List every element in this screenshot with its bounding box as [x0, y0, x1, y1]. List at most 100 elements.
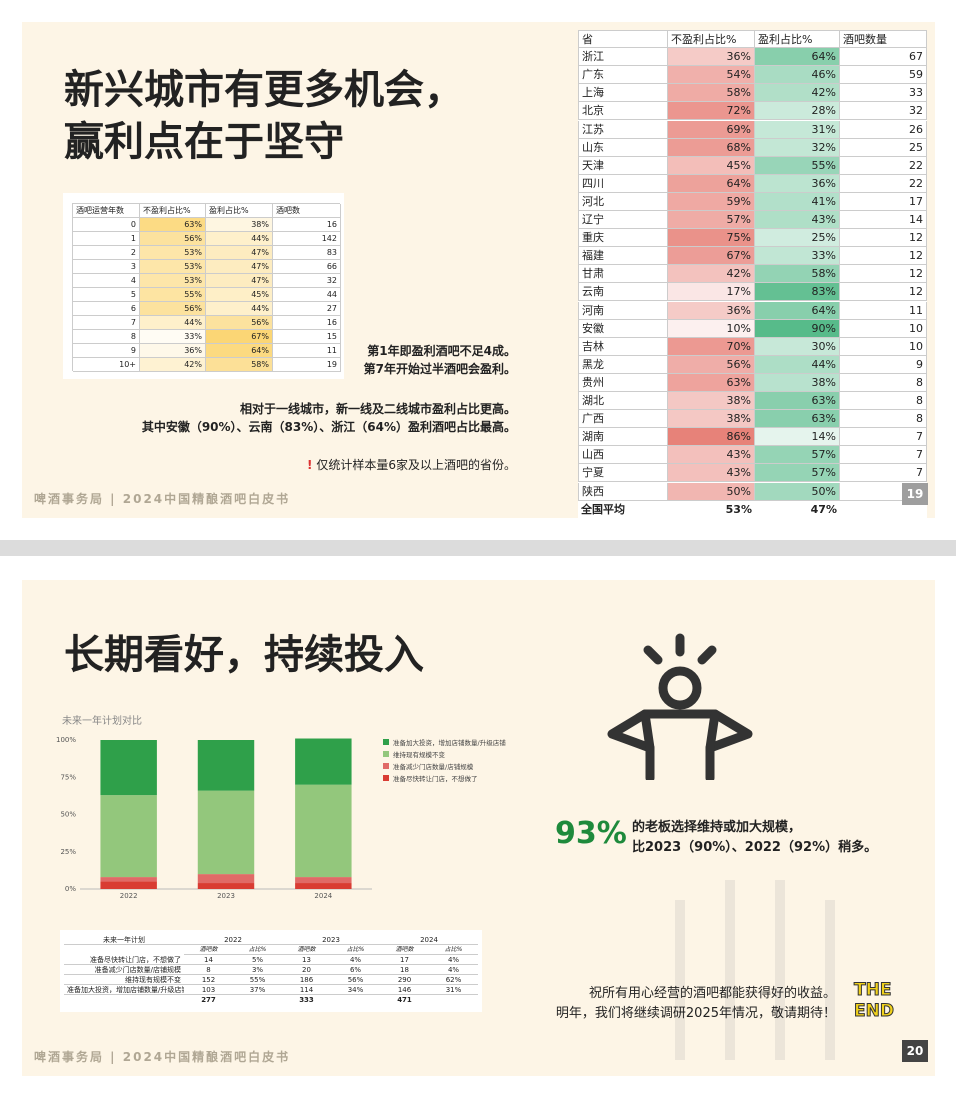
table-cell: 64%	[755, 48, 840, 67]
table-cell: 27	[273, 302, 341, 316]
table-cell: 7	[840, 446, 927, 465]
table-cell: 53%	[140, 246, 206, 260]
legend-label: 维持现有规模不变	[393, 750, 446, 759]
closing: 祝所有用心经营的酒吧都能获得好的收益。 明年，我们将继续调研2025年情况，敬请…	[556, 984, 836, 1024]
table-cell: 63%	[755, 392, 840, 411]
note: 相对于一线城市，新一线及二线城市盈利占比更高。	[239, 402, 516, 416]
note: 第7年开始过半酒吧会盈利。	[363, 362, 516, 376]
table-cell: 7	[840, 464, 927, 483]
table-cell: 13	[282, 955, 331, 965]
table-cell: 准备尽快转让门店，不想做了	[64, 955, 184, 965]
subheader-cell: 酒吧数	[380, 945, 429, 955]
table-cell: 8	[840, 410, 927, 429]
table-cell: 20	[282, 965, 331, 975]
subheader-cell: 酒吧数	[184, 945, 233, 955]
table-cell: 42%	[140, 358, 206, 372]
table-cell: 16	[273, 218, 341, 232]
the-end: THE END	[854, 980, 895, 1022]
table-cell: 75%	[668, 229, 755, 248]
table-cell: 山西	[578, 446, 668, 465]
table-cell: 浙江	[578, 48, 668, 67]
notes: 相对于一线城市，新一线及二线城市盈利占比更高。 其中安徽（90%）、云南（83%…	[142, 400, 516, 436]
title-line: 赢利点在于坚守	[64, 119, 344, 165]
table-cell: 10+	[73, 358, 140, 372]
table-cell: 47%	[206, 274, 273, 288]
bar-segment	[295, 883, 352, 889]
legend-swatch	[383, 739, 389, 745]
table-cell: 辽宁	[578, 211, 668, 230]
table-cell: 44%	[206, 232, 273, 246]
table-cell: 37%	[233, 985, 282, 995]
table-cell: 47%	[206, 260, 273, 274]
table-cell: 67%	[206, 330, 273, 344]
table-cell: 19	[273, 358, 341, 372]
table-cell: 58%	[755, 265, 840, 284]
table-cell: 吉林	[578, 337, 668, 356]
text-line: 祝所有用心经营的酒吧都能获得好的收益。	[588, 986, 836, 1001]
table-cell: 江苏	[578, 120, 668, 139]
header-cell: 2022	[184, 935, 282, 945]
table-cell: 46%	[755, 66, 840, 85]
table-cell: 黑龙	[578, 355, 668, 374]
table-cell: 8	[184, 965, 233, 975]
table-cell: 10%	[668, 319, 755, 338]
table-cell: 42%	[668, 265, 755, 284]
text-line: 比2023（90%）、2022（92%）稍多。	[632, 840, 878, 855]
table-cell: 83%	[755, 283, 840, 302]
plan-table: 未来一年计划 2022 2023 2024 酒吧数 占比% 酒吧数 占比% 酒吧数 占比% 准备尽快…	[64, 935, 478, 1009]
table-cell: 8	[840, 392, 927, 411]
subheader-cell: 占比%	[429, 945, 478, 955]
the-end-word: END	[854, 1001, 895, 1022]
legend-swatch	[383, 751, 389, 757]
bar-segment	[295, 738, 352, 785]
table-cell: 38%	[206, 218, 273, 232]
table-cell: 57%	[668, 211, 755, 230]
table-cell: 10	[840, 337, 927, 356]
chart: 未来一年计划对比 0% 25% 50% 75% 100% 2022 2023 2024 准备加大…	[56, 714, 506, 900]
table-cell: 72%	[668, 102, 755, 121]
text-line: 明年，我们将继续调研2025年情况，敬请期待！	[555, 1006, 836, 1021]
table-cell: 56%	[331, 975, 380, 985]
caveat-text: 仅统计样本量6家及以上酒吧的省份。	[316, 458, 516, 472]
table-cell: 64%	[755, 301, 840, 320]
table-cell: 17	[380, 955, 429, 965]
table-cell: 58%	[206, 358, 273, 372]
bar-segment	[100, 877, 157, 882]
table-cell: 山东	[578, 138, 668, 157]
table-cell: 准备减少门店数量/店铺规模	[64, 965, 184, 975]
table-cell: 3%	[233, 965, 282, 975]
table-cell: 50%	[755, 482, 840, 501]
table-cell: 25%	[755, 229, 840, 248]
table-cell: 河南	[578, 301, 668, 320]
table-cell: 11	[273, 344, 341, 358]
table-cell: 15	[273, 330, 341, 344]
x-tick-label: 2023	[217, 892, 235, 900]
table-cell: 103	[184, 985, 233, 995]
table-cell: 北京	[578, 102, 668, 121]
table-cell: 22	[840, 174, 927, 193]
table-cell: 83	[273, 246, 341, 260]
table-cell: 38%	[668, 392, 755, 411]
table-cell: 32%	[755, 138, 840, 157]
table-cell: 33	[840, 84, 927, 103]
table-cell: 54%	[668, 66, 755, 85]
table-cell: 63%	[140, 218, 206, 232]
table-cell: 69%	[668, 120, 755, 139]
table-cell: 36%	[668, 301, 755, 320]
table-cell: 58%	[668, 84, 755, 103]
title-line: 新兴城市有更多机会，	[64, 67, 464, 113]
table-cell: 重庆	[578, 229, 668, 248]
table-cell: 3	[73, 260, 140, 274]
table-cell: 28%	[755, 102, 840, 121]
table-cell: 7	[840, 428, 927, 447]
table-cell: 5%	[233, 955, 282, 965]
bar-segment	[197, 883, 255, 889]
table-cell: 36%	[140, 344, 206, 358]
table-cell: 31%	[429, 985, 478, 995]
table-cell: 广东	[578, 66, 668, 85]
table-cell: 6	[73, 302, 140, 316]
y-tick-label: 50%	[60, 811, 76, 819]
table-cell: 8	[73, 330, 140, 344]
table-cell: 56%	[668, 355, 755, 374]
legend-label: 准备加大投资，增加店铺数量/升级店铺	[393, 738, 506, 747]
